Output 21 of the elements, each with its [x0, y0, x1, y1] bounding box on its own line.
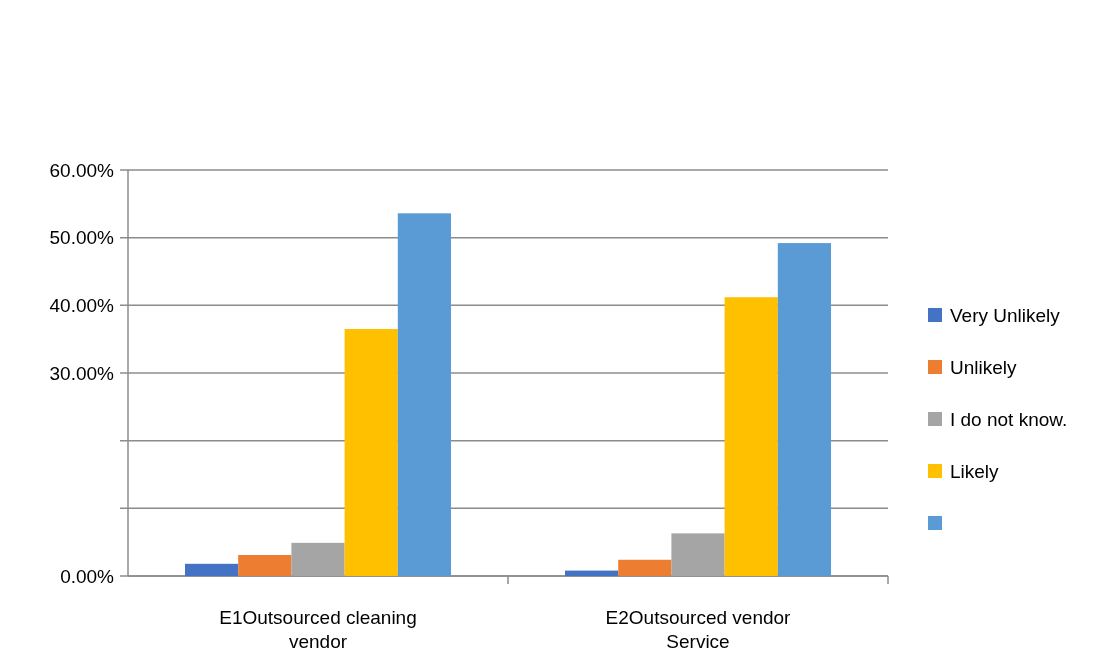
- bar: [618, 559, 672, 576]
- bar: [671, 533, 725, 576]
- legend-label: Unlikely: [950, 356, 1018, 378]
- bar: [185, 563, 239, 576]
- bar: [565, 570, 619, 576]
- bar: [344, 329, 398, 576]
- bar: [777, 243, 831, 576]
- y-tick-label: 0.00%: [60, 565, 115, 587]
- legend-label: Likely: [950, 460, 1000, 482]
- x-tick-label: E1Outsourced cleaning vendor: [219, 607, 417, 652]
- legend-label: Very Unlikely: [950, 304, 1061, 326]
- x-tick-label: E2Outsourced vendor Service: [605, 607, 792, 652]
- y-tick-label: 40.00%: [49, 294, 115, 316]
- y-tick-label: 60.00%: [49, 159, 115, 181]
- bar: [397, 213, 451, 576]
- bar: [291, 542, 345, 576]
- y-tick-label: 30.00%: [49, 362, 115, 384]
- y-tick-label: 50.00%: [49, 227, 115, 249]
- bar: [238, 555, 292, 576]
- bar: [724, 297, 778, 576]
- legend-label: I do not know.: [950, 408, 1068, 430]
